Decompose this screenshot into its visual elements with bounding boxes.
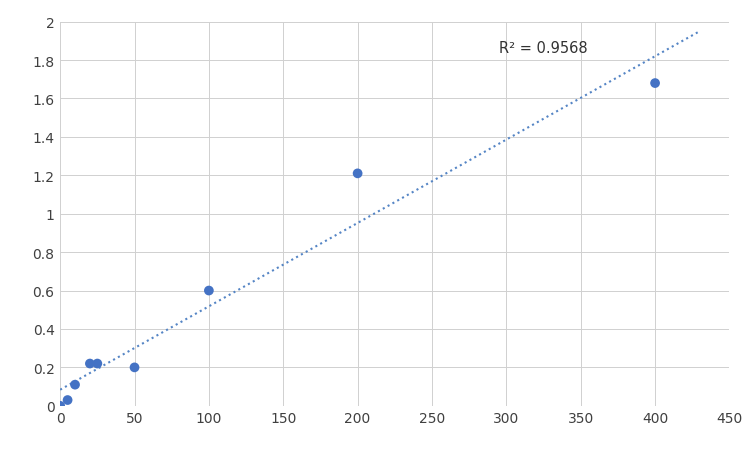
Point bbox=[649, 80, 661, 87]
Point bbox=[84, 360, 96, 367]
Point bbox=[69, 381, 81, 388]
Point bbox=[352, 170, 364, 178]
Point bbox=[54, 402, 66, 410]
Text: R² = 0.9568: R² = 0.9568 bbox=[499, 41, 587, 56]
Point bbox=[91, 360, 103, 367]
Point bbox=[129, 364, 141, 371]
Point bbox=[203, 287, 215, 295]
Point bbox=[62, 396, 74, 404]
